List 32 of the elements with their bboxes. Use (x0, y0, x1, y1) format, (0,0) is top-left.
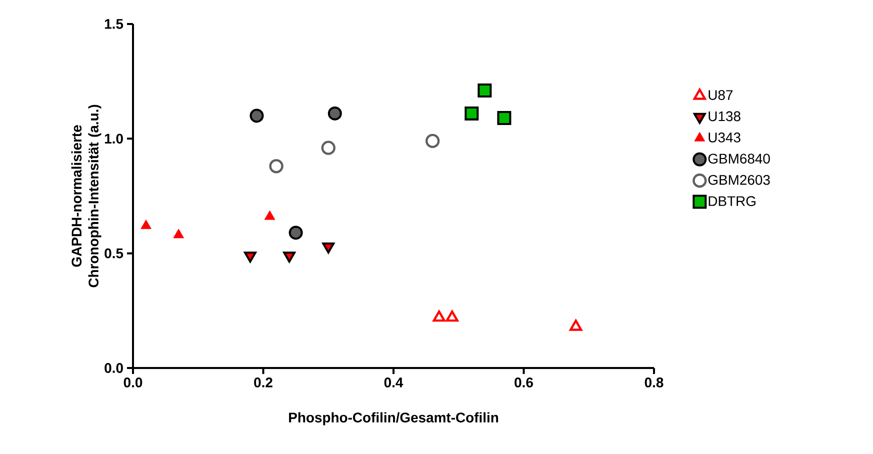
point (269, 159, 284, 174)
y-tick-label: 1.5 (104, 19, 124, 29)
point (328, 106, 342, 120)
legend-label: GBM2603 (708, 174, 770, 185)
point (478, 84, 492, 98)
legend-label: GBM6840 (708, 154, 770, 164)
x-tick-label: 0.8 (644, 378, 664, 388)
point (264, 210, 276, 220)
point (464, 106, 479, 120)
point (446, 310, 458, 322)
legend-label: U87 (708, 90, 733, 100)
point (140, 220, 152, 230)
y-tick-label: 0.5 (104, 248, 124, 258)
point (250, 108, 264, 123)
point (173, 228, 184, 238)
y-tick-label: 1.0 (104, 134, 123, 144)
y-axis-title: GAPDH-normalisierte Chronophin-Intensität (a.u.) (71, 104, 102, 288)
point (425, 134, 440, 148)
point (497, 111, 512, 126)
x-tick-label: 0.2 (254, 378, 272, 388)
legend-label: U343 (708, 132, 740, 142)
legend-label: DBTRG (708, 196, 756, 206)
point (432, 310, 446, 322)
point (288, 226, 303, 240)
point (570, 320, 582, 331)
y-tick-label: 0.0 (104, 363, 123, 373)
x-tick-label: 0.0 (124, 378, 142, 388)
point (321, 140, 336, 155)
x-tick-label: 0.6 (514, 378, 533, 388)
legend-label: U138 (708, 111, 740, 122)
x-axis-title: Phospho-Cofilin/Gesamt-Cofilin (289, 412, 498, 426)
x-tick-label: 0.4 (384, 378, 404, 388)
